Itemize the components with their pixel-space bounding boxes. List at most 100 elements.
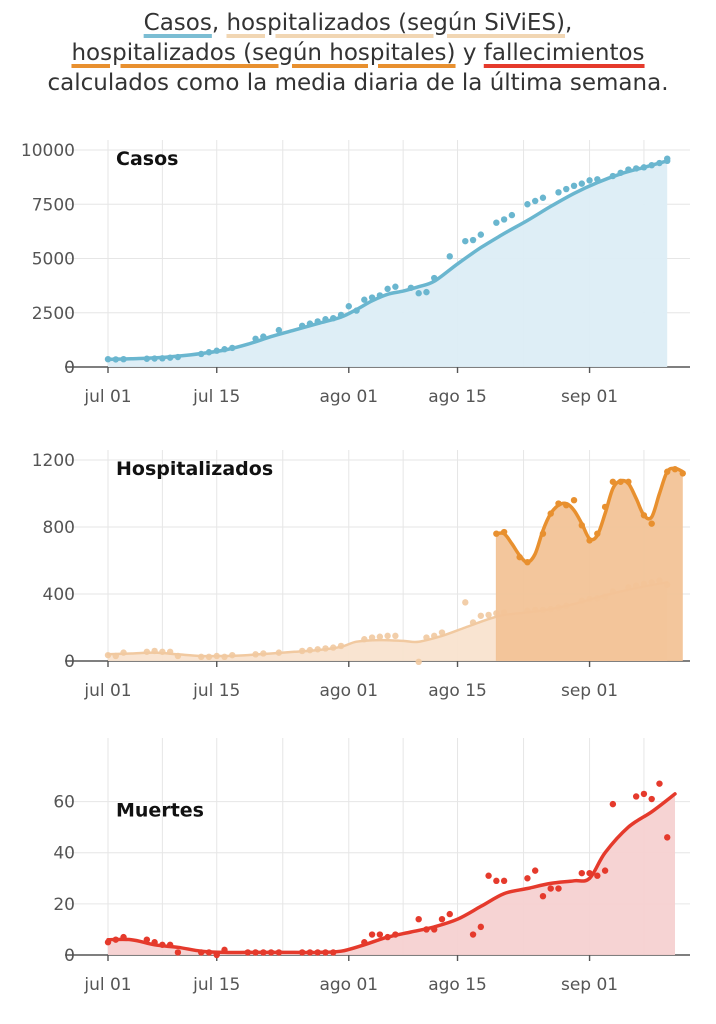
data-point xyxy=(275,649,283,656)
x-tick-label: ago 01 xyxy=(319,387,378,407)
data-point xyxy=(423,926,430,933)
data-point xyxy=(594,176,601,183)
x-tick-label: sep 01 xyxy=(561,387,618,407)
data-point xyxy=(431,632,438,640)
data-point xyxy=(586,177,593,184)
data-point xyxy=(267,949,275,956)
data-point xyxy=(104,355,112,363)
data-point xyxy=(322,316,329,323)
data-point xyxy=(423,288,430,296)
data-point xyxy=(205,949,213,956)
data-point xyxy=(159,355,166,362)
data-point xyxy=(205,653,213,661)
data-point xyxy=(306,646,314,654)
x-tick-label: ago 15 xyxy=(428,975,487,995)
data-point xyxy=(174,353,182,361)
data-point xyxy=(664,834,671,841)
data-point xyxy=(244,949,252,956)
data-point xyxy=(213,347,220,354)
data-point xyxy=(174,652,182,660)
data-point xyxy=(500,216,508,223)
data-point xyxy=(221,653,228,661)
data-point xyxy=(221,946,228,954)
data-point xyxy=(431,926,438,933)
data-point xyxy=(423,634,430,641)
data-point xyxy=(547,885,554,892)
data-point xyxy=(617,169,624,176)
series-area xyxy=(108,793,675,955)
y-tick-label: 800 xyxy=(43,518,75,538)
data-point xyxy=(213,652,220,660)
y-tick-label: 1200 xyxy=(32,451,75,471)
data-point xyxy=(539,194,547,201)
x-tick-label: sep 01 xyxy=(561,975,618,995)
data-point xyxy=(112,936,119,943)
data-point xyxy=(298,647,306,655)
x-tick-label: jul 01 xyxy=(83,387,131,407)
data-point xyxy=(314,949,321,956)
data-point xyxy=(438,629,446,636)
data-point xyxy=(229,651,236,659)
data-point xyxy=(477,612,485,619)
data-point xyxy=(524,558,531,566)
data-point xyxy=(330,644,337,651)
data-point xyxy=(260,650,267,657)
data-point xyxy=(625,166,632,173)
legend-cases: Casos xyxy=(143,10,212,36)
data-point xyxy=(384,285,391,293)
data-point xyxy=(671,466,679,473)
data-point xyxy=(112,356,119,363)
data-point xyxy=(306,320,314,327)
y-tick-label: 0 xyxy=(64,946,75,966)
data-point xyxy=(601,867,609,874)
data-point xyxy=(640,790,648,798)
data-point xyxy=(469,619,477,626)
data-point xyxy=(345,303,352,310)
data-point xyxy=(516,553,523,561)
panel-title: Hospitalizados xyxy=(116,458,273,480)
data-point xyxy=(376,931,384,938)
data-point xyxy=(462,599,469,606)
data-point xyxy=(198,350,205,358)
y-tick-label: 400 xyxy=(43,585,75,605)
data-point xyxy=(151,939,158,946)
data-point xyxy=(322,949,329,956)
data-point xyxy=(104,651,112,659)
data-point xyxy=(500,877,508,885)
data-point xyxy=(252,651,259,658)
data-point xyxy=(415,290,422,297)
data-point xyxy=(640,164,648,171)
data-point xyxy=(632,793,640,800)
data-point xyxy=(221,346,228,353)
data-point xyxy=(632,165,640,172)
series-area xyxy=(496,468,683,661)
data-point xyxy=(656,159,663,167)
data-point xyxy=(120,933,127,941)
data-point xyxy=(275,326,283,334)
data-point xyxy=(679,470,686,477)
data-point xyxy=(547,510,554,517)
y-tick-label: 7500 xyxy=(32,195,75,215)
data-point xyxy=(446,253,453,260)
legend-hosp-sivies: hospitalizados (según SiViES) xyxy=(226,10,566,36)
data-point xyxy=(555,885,562,892)
x-tick-label: jul 15 xyxy=(192,387,240,407)
data-point xyxy=(586,869,593,877)
data-point xyxy=(563,502,570,509)
data-point xyxy=(213,951,220,959)
data-point xyxy=(376,292,384,299)
x-tick-label: sep 01 xyxy=(561,681,618,701)
data-point xyxy=(407,284,415,291)
data-point xyxy=(469,236,477,244)
y-tick-label: 0 xyxy=(64,652,75,672)
data-point xyxy=(392,632,399,640)
data-point xyxy=(120,649,127,656)
data-point xyxy=(648,161,655,169)
legend-hosp-hospitales: hospitalizados (según hospitales) xyxy=(71,40,456,66)
data-point xyxy=(524,201,531,208)
data-point xyxy=(578,869,585,877)
data-point xyxy=(143,355,151,362)
data-point xyxy=(594,872,601,879)
data-point xyxy=(314,318,321,325)
